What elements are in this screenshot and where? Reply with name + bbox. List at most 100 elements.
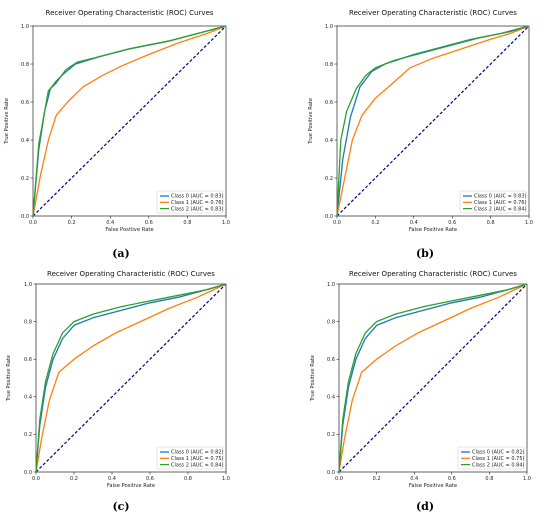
x-tick-label: 0.4 — [106, 220, 114, 226]
x-tick-label: 0.2 — [373, 476, 381, 482]
y-tick-label: 0.8 — [327, 319, 335, 325]
panel-caption: (d) — [416, 500, 434, 513]
y-axis-label: True Positive Rate — [6, 355, 12, 402]
roc-series-line — [32, 25, 227, 217]
roc-series-line — [35, 283, 227, 473]
y-tick-label: 0.6 — [325, 100, 333, 106]
y-tick-label: 0.2 — [325, 176, 333, 182]
legend-entry: Class 1 (AUC = 0.76) — [171, 200, 224, 206]
roc-panel: Receiver Operating Characteristic (ROC) … — [308, 9, 533, 260]
y-tick-label: 0.2 — [327, 432, 335, 438]
x-tick-label: 0.4 — [410, 220, 418, 226]
x-tick-label: 0.6 — [145, 220, 153, 226]
y-tick-label: 0.2 — [21, 176, 29, 182]
roc-series-line — [338, 283, 528, 473]
x-tick-label: 1.0 — [525, 220, 533, 226]
legend-entry: Class 2 (AUC = 0.83) — [171, 206, 224, 212]
y-tick-label: 0.4 — [327, 395, 335, 401]
y-tick-label: 0.8 — [325, 62, 333, 68]
roc-series-line — [336, 25, 530, 217]
legend-box — [156, 446, 224, 470]
y-tick-label: 0.4 — [21, 138, 29, 144]
x-tick-label: 0.6 — [448, 220, 456, 226]
legend-entry: Class 2 (AUC = 0.84) — [474, 206, 527, 212]
y-tick-label: 0.4 — [325, 138, 333, 144]
y-tick-label: 1.0 — [327, 282, 335, 288]
y-tick-label: 0.8 — [21, 62, 29, 68]
chance-diagonal-line — [32, 25, 227, 217]
plot-frame — [35, 283, 227, 473]
y-tick-label: 0.6 — [327, 357, 335, 363]
legend-entry: Class 0 (AUC = 0.83) — [474, 194, 527, 200]
chart-title: Receiver Operating Characteristic (ROC) … — [349, 9, 517, 17]
x-tick-label: 1.0 — [523, 476, 531, 482]
plot-frame — [338, 283, 528, 473]
x-tick-label: 0.0 — [333, 220, 341, 226]
x-tick-label: 0.6 — [448, 476, 456, 482]
y-axis-label: True Positive Rate — [4, 98, 10, 145]
y-axis-label: True Positive Rate — [308, 98, 314, 145]
roc-series-line — [338, 283, 528, 473]
legend-entry: Class 2 (AUC = 0.84) — [472, 462, 525, 468]
roc-series-line — [35, 283, 227, 473]
y-tick-label: 0.4 — [24, 395, 32, 401]
legend-box — [457, 446, 525, 470]
chance-diagonal-line — [336, 25, 530, 217]
x-tick-label: 0.0 — [29, 220, 37, 226]
y-tick-label: 0.6 — [24, 357, 32, 363]
x-tick-label: 0.8 — [183, 220, 191, 226]
legend-box — [156, 190, 224, 214]
roc-series-line — [35, 283, 227, 473]
x-tick-label: 0.8 — [184, 476, 192, 482]
x-tick-label: 1.0 — [222, 220, 230, 226]
x-tick-label: 1.0 — [222, 476, 230, 482]
roc-panel: Receiver Operating Characteristic (ROC) … — [4, 9, 230, 260]
plot-frame — [32, 25, 227, 217]
chart-title: Receiver Operating Characteristic (ROC) … — [47, 270, 215, 278]
legend-entry: Class 1 (AUC = 0.75) — [472, 456, 525, 462]
chart-title: Receiver Operating Characteristic (ROC) … — [349, 270, 517, 278]
chart-title: Receiver Operating Characteristic (ROC) … — [46, 9, 214, 17]
legend-entry: Class 1 (AUC = 0.76) — [474, 200, 527, 206]
x-tick-label: 0.8 — [485, 476, 493, 482]
roc-panel: Receiver Operating Characteristic (ROC) … — [310, 270, 531, 513]
legend-entry: Class 1 (AUC = 0.75) — [171, 456, 224, 462]
y-tick-label: 0.8 — [24, 319, 32, 325]
x-tick-label: 0.4 — [410, 476, 418, 482]
legend-entry: Class 0 (AUC = 0.82) — [472, 450, 525, 456]
legend-box — [459, 190, 527, 214]
y-axis-label: True Positive Rate — [310, 355, 316, 402]
x-axis-label: False Positive Rate — [107, 483, 155, 489]
y-tick-label: 1.0 — [21, 24, 29, 30]
x-tick-label: 0.2 — [70, 476, 78, 482]
legend-entry: Class 2 (AUC = 0.84) — [171, 462, 224, 468]
x-axis-label: False Positive Rate — [409, 227, 457, 233]
y-tick-label: 0.0 — [21, 214, 29, 220]
panel-caption: (c) — [112, 500, 129, 513]
y-tick-label: 1.0 — [24, 282, 32, 288]
panel-caption: (b) — [416, 247, 434, 260]
x-tick-label: 0.0 — [335, 476, 343, 482]
x-axis-label: False Positive Rate — [409, 483, 457, 489]
y-tick-label: 0.0 — [327, 470, 335, 476]
y-tick-label: 0.0 — [24, 470, 32, 476]
y-tick-label: 1.0 — [325, 24, 333, 30]
roc-series-line — [338, 283, 528, 473]
roc-panel: Receiver Operating Characteristic (ROC) … — [6, 270, 230, 513]
roc-series-line — [336, 25, 530, 217]
y-tick-label: 0.2 — [24, 432, 32, 438]
plot-frame — [336, 25, 530, 217]
legend-entry: Class 0 (AUC = 0.82) — [171, 450, 224, 456]
x-tick-label: 0.6 — [146, 476, 154, 482]
x-axis-label: False Positive Rate — [105, 227, 153, 233]
y-tick-label: 0.6 — [21, 100, 29, 106]
roc-series-line — [32, 25, 227, 217]
x-tick-label: 0.2 — [371, 220, 379, 226]
chance-diagonal-line — [338, 283, 528, 473]
x-tick-label: 0.4 — [108, 476, 116, 482]
legend-entry: Class 0 (AUC = 0.83) — [171, 194, 224, 200]
chance-diagonal-line — [35, 283, 227, 473]
x-tick-label: 0.0 — [32, 476, 40, 482]
x-tick-label: 0.8 — [487, 220, 495, 226]
